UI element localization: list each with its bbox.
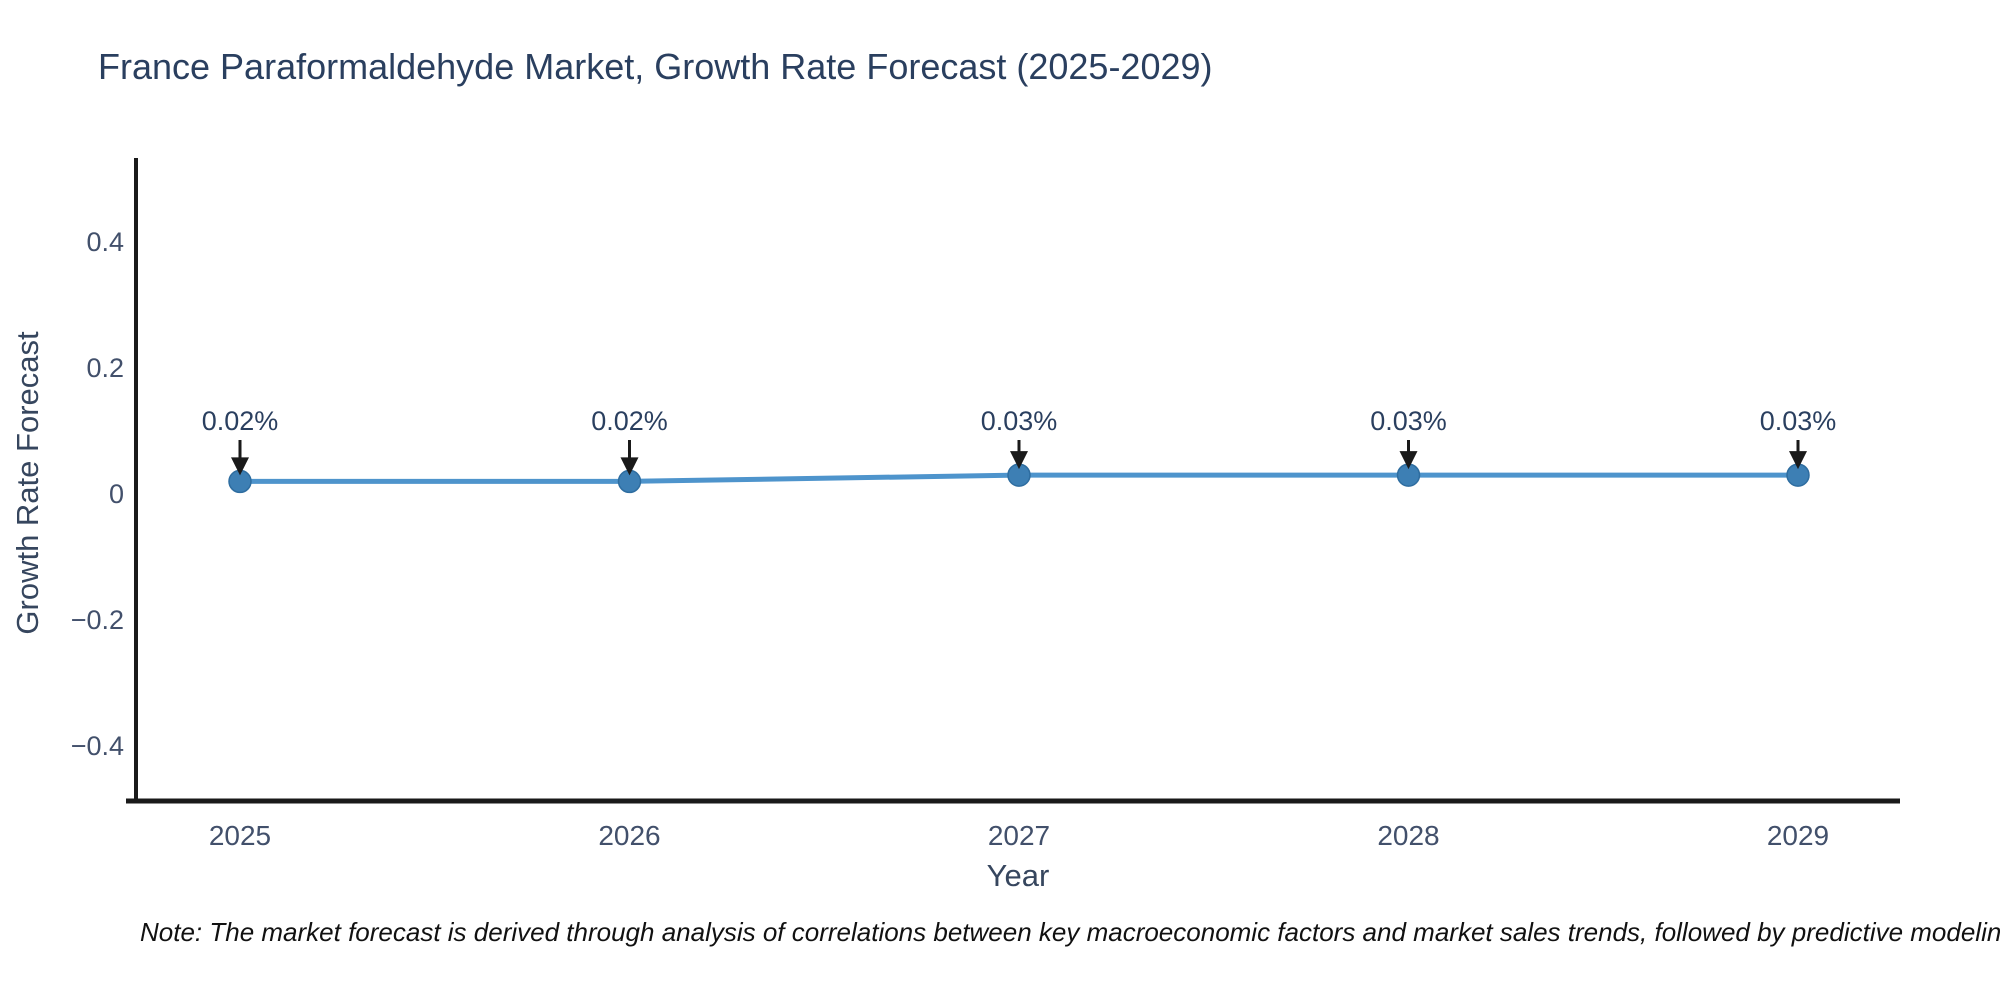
chart-title: France Paraformaldehyde Market, Growth R… <box>98 46 1213 87</box>
y-tick-label: 0.4 <box>86 227 124 257</box>
annotation-label: 0.02% <box>591 406 668 436</box>
y-tick-label: 0.2 <box>86 353 124 383</box>
annotation-arrowhead <box>1010 451 1028 470</box>
x-tick-label: 2026 <box>598 820 660 851</box>
annotation-label: 0.03% <box>1760 406 1837 436</box>
annotation-label: 0.03% <box>981 406 1058 436</box>
y-tick-label: 0 <box>109 479 124 509</box>
x-tick-label: 2029 <box>1767 820 1829 851</box>
annotation-label: 0.02% <box>202 406 279 436</box>
annotation-label: 0.03% <box>1370 406 1447 436</box>
x-tick-label: 2025 <box>209 820 271 851</box>
annotation-arrowhead <box>1399 451 1418 470</box>
footnote: Note: The market forecast is derived thr… <box>140 917 2000 947</box>
annotation-arrowhead <box>620 457 639 476</box>
x-tick-label: 2028 <box>1377 820 1439 851</box>
x-axis-title: Year <box>986 858 1050 893</box>
annotation-arrowhead <box>231 457 249 476</box>
annotation-arrowhead <box>1789 451 1807 470</box>
y-tick-label: −0.4 <box>71 731 124 761</box>
y-tick-label: −0.2 <box>71 605 124 635</box>
x-tick-label: 2027 <box>988 820 1050 851</box>
